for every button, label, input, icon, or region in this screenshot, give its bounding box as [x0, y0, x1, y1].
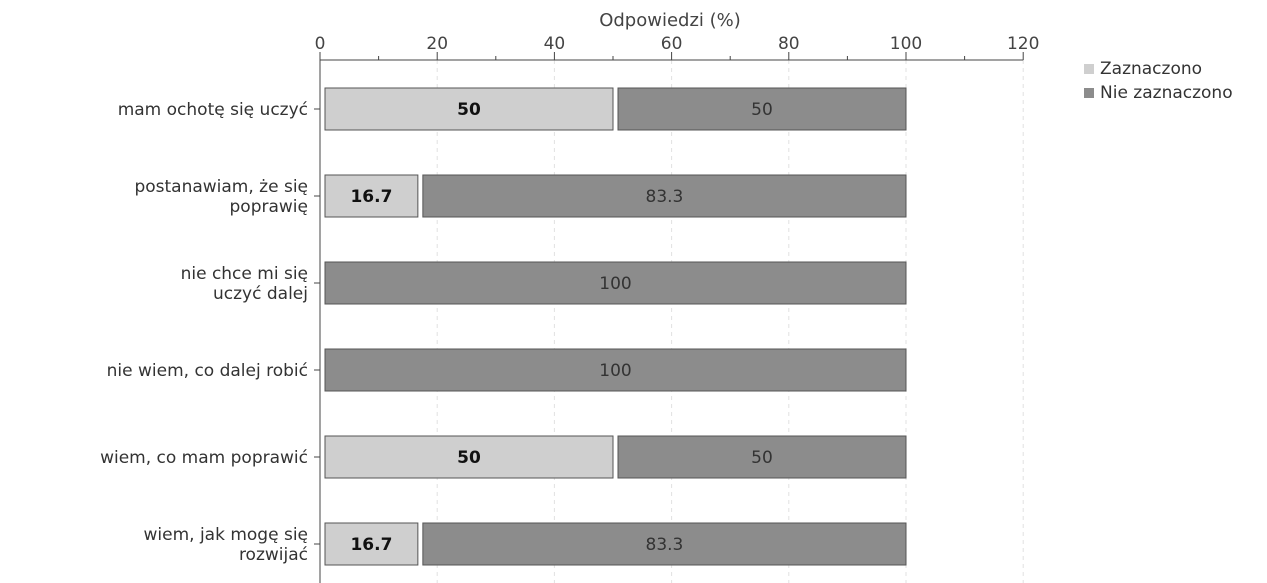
x-tick-label: 100: [890, 34, 922, 54]
bars: 50 50 16.7 83.3 100 100 50 50 16.7 83.3: [324, 87, 907, 566]
bar-nie-zaznaczono: [324, 348, 907, 392]
bar-nie-zaznaczono: [422, 522, 907, 566]
bar-nie-zaznaczono: [324, 261, 907, 305]
legend-label: Zaznaczono: [1100, 59, 1202, 79]
category-label: mam ochotę się uczyć: [118, 100, 308, 120]
bar-value-label: 100: [599, 274, 631, 294]
bar-zaznaczono: [324, 174, 419, 218]
category-label: wiem, co mam poprawić: [100, 448, 308, 468]
x-tick-label: 80: [778, 34, 800, 54]
legend-swatch: [1084, 88, 1094, 98]
x-tick-label: 40: [544, 34, 566, 54]
legend-label: Nie zaznaczono: [1100, 83, 1233, 103]
grid-lines: [436, 60, 1024, 583]
bar-zaznaczono: [324, 435, 614, 479]
bar-value-label: 50: [751, 448, 773, 468]
bar-value-label: 100: [599, 361, 631, 381]
x-tick-label: 20: [426, 34, 448, 54]
category-label: postanawiam, że się poprawię: [134, 177, 308, 217]
category-label: wiem, jak mogę się rozwijać: [144, 525, 309, 565]
bar-nie-zaznaczono: [617, 87, 907, 131]
bar-value-label: 83.3: [646, 535, 684, 555]
bar-zaznaczono: [324, 87, 614, 131]
x-axis-title: Odpowiedzi (%): [599, 10, 741, 31]
legend-swatch: [1084, 64, 1094, 74]
x-tick-label: 60: [661, 34, 683, 54]
category-label: nie wiem, co dalej robić: [107, 361, 308, 381]
bar-value-label: 50: [457, 448, 481, 468]
bar-value-label: 16.7: [350, 535, 392, 555]
x-tick-label: 0: [315, 34, 326, 54]
bar-nie-zaznaczono: [617, 435, 907, 479]
bar-value-label: 83.3: [646, 187, 684, 207]
x-tick-label: 120: [1007, 34, 1039, 54]
category-labels: mam ochotę się uczyć postanawiam, że się p…: [100, 100, 308, 565]
bar-value-label: 50: [751, 100, 773, 120]
bar-value-label: 16.7: [350, 187, 392, 207]
bar-zaznaczono: [324, 522, 419, 566]
bar-value-label: 50: [457, 100, 481, 120]
legend: Zaznaczono Nie zaznaczono: [1084, 59, 1233, 103]
x-axis: Odpowiedzi (%) 0 20 40 60 80 100 120: [314, 10, 1039, 583]
category-label: nie chce mi się uczyć dalej: [181, 264, 308, 304]
bar-nie-zaznaczono: [422, 174, 907, 218]
